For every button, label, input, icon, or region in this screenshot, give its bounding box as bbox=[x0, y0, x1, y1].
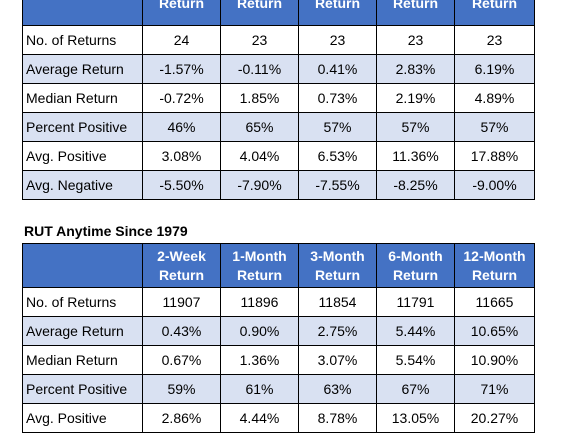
value-cell: 71% bbox=[454, 374, 535, 404]
value-cell: 4.44% bbox=[220, 403, 299, 433]
value-cell: 6.53% bbox=[298, 141, 377, 171]
value-cell: 57% bbox=[454, 112, 535, 142]
value-cell: 59% bbox=[142, 374, 221, 404]
header-cell: 12-Month Return bbox=[454, 243, 535, 288]
table-row: Percent Positive 59% 61% 63% 67% 71% bbox=[22, 374, 535, 404]
value-cell: 20.27% bbox=[454, 403, 535, 433]
value-cell: 63% bbox=[298, 374, 377, 404]
header-cell: 3-Month Return bbox=[298, 243, 377, 288]
value-cell: 0.41% bbox=[298, 54, 377, 84]
table-header-row: Return Return Return Return Return bbox=[22, 0, 535, 26]
value-cell: 3.07% bbox=[298, 345, 377, 375]
table-row: Average Return -1.57% -0.11% 0.41% 2.83% 6.19… bbox=[22, 54, 535, 84]
value-cell: 57% bbox=[376, 112, 455, 142]
value-cell: 10.65% bbox=[454, 316, 535, 346]
section-title: RUT Anytime Since 1979 bbox=[24, 223, 188, 239]
value-cell: 23 bbox=[220, 25, 299, 55]
value-cell: 0.90% bbox=[220, 316, 299, 346]
value-cell: -9.00% bbox=[454, 170, 535, 200]
header-cell: Return bbox=[376, 0, 455, 26]
row-label: Percent Positive bbox=[22, 112, 143, 142]
value-cell: 4.89% bbox=[454, 83, 535, 113]
row-label: Avg. Positive bbox=[22, 403, 143, 433]
row-label: Average Return bbox=[22, 316, 143, 346]
table-row: Median Return -0.72% 1.85% 0.73% 2.19% 4.89% bbox=[22, 83, 535, 113]
header-cell: 6-Month Return bbox=[376, 243, 455, 288]
returns-table-top: Return Return Return Return Return No. o… bbox=[22, 0, 535, 200]
value-cell: 57% bbox=[298, 112, 377, 142]
table-header-row: 2-Week Return 1-Month Return 3-Month Return… bbox=[22, 243, 535, 288]
value-cell: -1.57% bbox=[142, 54, 221, 84]
value-cell: 23 bbox=[454, 25, 535, 55]
value-cell: 1.36% bbox=[220, 345, 299, 375]
value-cell: -5.50% bbox=[142, 170, 221, 200]
header-cell: Return bbox=[298, 0, 377, 26]
header-cell: Return bbox=[454, 0, 535, 26]
row-label: Median Return bbox=[22, 83, 143, 113]
value-cell: -0.72% bbox=[142, 83, 221, 113]
header-cell: 2-Week Return bbox=[142, 243, 221, 288]
header-blank-cell bbox=[22, 0, 143, 26]
table-row: Avg. Negative -5.50% -7.90% -7.55% -8.25% -9.… bbox=[22, 170, 535, 200]
value-cell: 4.04% bbox=[220, 141, 299, 171]
value-cell: -7.90% bbox=[220, 170, 299, 200]
value-cell: 5.44% bbox=[376, 316, 455, 346]
value-cell: 0.67% bbox=[142, 345, 221, 375]
value-cell: 17.88% bbox=[454, 141, 535, 171]
row-label: Median Return bbox=[22, 345, 143, 375]
value-cell: 2.86% bbox=[142, 403, 221, 433]
value-cell: 6.19% bbox=[454, 54, 535, 84]
table-row: No. of Returns 24 23 23 23 23 bbox=[22, 25, 535, 55]
value-cell: 1.85% bbox=[220, 83, 299, 113]
header-cell: Return bbox=[142, 0, 221, 26]
row-label: Avg. Positive bbox=[22, 141, 143, 171]
row-label: Average Return bbox=[22, 54, 143, 84]
value-cell: 11665 bbox=[454, 287, 535, 317]
table-row: Avg. Positive 2.86% 4.44% 8.78% 13.05% 20.27% bbox=[22, 403, 535, 433]
value-cell: 11896 bbox=[220, 287, 299, 317]
row-label: Percent Positive bbox=[22, 374, 143, 404]
value-cell: 13.05% bbox=[376, 403, 455, 433]
value-cell: 65% bbox=[220, 112, 299, 142]
value-cell: 46% bbox=[142, 112, 221, 142]
value-cell: 5.54% bbox=[376, 345, 455, 375]
row-label: Avg. Negative bbox=[22, 170, 143, 200]
value-cell: 2.83% bbox=[376, 54, 455, 84]
returns-table-anytime: 2-Week Return 1-Month Return 3-Month Return… bbox=[22, 243, 535, 433]
table-row: No. of Returns 11907 11896 11854 11791 11665 bbox=[22, 287, 535, 317]
value-cell: 23 bbox=[298, 25, 377, 55]
table-row: Avg. Positive 3.08% 4.04% 6.53% 11.36% 17.88% bbox=[22, 141, 535, 171]
value-cell: 67% bbox=[376, 374, 455, 404]
row-label: No. of Returns bbox=[22, 287, 143, 317]
value-cell: 2.75% bbox=[298, 316, 377, 346]
value-cell: 11907 bbox=[142, 287, 221, 317]
header-blank-cell bbox=[22, 243, 143, 288]
value-cell: 11854 bbox=[298, 287, 377, 317]
value-cell: -8.25% bbox=[376, 170, 455, 200]
value-cell: 0.43% bbox=[142, 316, 221, 346]
value-cell: 11.36% bbox=[376, 141, 455, 171]
value-cell: 10.90% bbox=[454, 345, 535, 375]
value-cell: 61% bbox=[220, 374, 299, 404]
value-cell: 3.08% bbox=[142, 141, 221, 171]
header-cell: 1-Month Return bbox=[220, 243, 299, 288]
row-label: No. of Returns bbox=[22, 25, 143, 55]
value-cell: 23 bbox=[376, 25, 455, 55]
header-cell: Return bbox=[220, 0, 299, 26]
value-cell: 8.78% bbox=[298, 403, 377, 433]
table-row: Average Return 0.43% 0.90% 2.75% 5.44% 10.65% bbox=[22, 316, 535, 346]
value-cell: -0.11% bbox=[220, 54, 299, 84]
value-cell: 0.73% bbox=[298, 83, 377, 113]
table-row: Median Return 0.67% 1.36% 3.07% 5.54% 10.90% bbox=[22, 345, 535, 375]
value-cell: 11791 bbox=[376, 287, 455, 317]
value-cell: -7.55% bbox=[298, 170, 377, 200]
value-cell: 2.19% bbox=[376, 83, 455, 113]
value-cell: 24 bbox=[142, 25, 221, 55]
table-row: Percent Positive 46% 65% 57% 57% 57% bbox=[22, 112, 535, 142]
